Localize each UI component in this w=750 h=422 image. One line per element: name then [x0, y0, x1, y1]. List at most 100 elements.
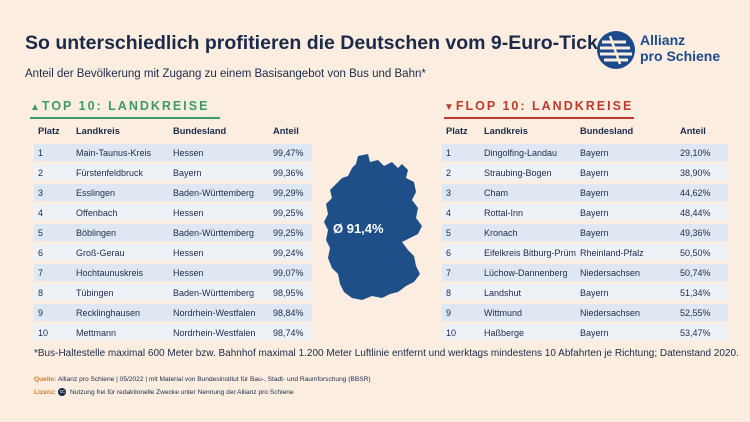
table-row: 10 Haßberge Bayern 53,47% — [442, 324, 728, 341]
cell-bundesland: Baden-Württemberg — [169, 224, 269, 241]
col-header-platz: Platz — [446, 126, 468, 136]
cell-landkreis: Haßberge — [480, 324, 577, 341]
cell-anteil: 98,84% — [269, 304, 312, 321]
cell-landkreis: Hochtaunuskreis — [72, 264, 169, 281]
cell-platz: 1 — [34, 144, 72, 161]
table-row: 8 Tübingen Baden-Württemberg 98,95% — [34, 284, 312, 301]
cell-anteil: 53,47% — [676, 324, 728, 341]
cell-landkreis: Dingolfing-Landau — [480, 144, 577, 161]
cell-anteil: 99,36% — [269, 164, 312, 181]
logo-wordmark: Allianz pro Schiene — [640, 32, 720, 64]
cell-bundesland: Bayern — [576, 204, 677, 221]
cell-bundesland: Niedersachsen — [576, 264, 677, 281]
flop-table-title: ▼ FLOP 10: LANDKREISE — [444, 99, 633, 113]
cell-platz: 9 — [34, 304, 72, 321]
cell-platz: 6 — [34, 244, 72, 261]
cell-bundesland: Baden-Württemberg — [169, 184, 269, 201]
logo-mark-icon — [597, 31, 635, 69]
table-row: 7 Lüchow-Dannenberg Niedersachsen 50,74% — [442, 264, 728, 281]
cell-platz: 7 — [442, 264, 480, 281]
cc-icon: cc — [58, 388, 67, 396]
cell-landkreis: Main-Taunus-Kreis — [72, 144, 169, 161]
cell-landkreis: Lüchow-Dannenberg — [480, 264, 577, 281]
cell-bundesland: Nordrhein-Westfalen — [169, 324, 269, 341]
table-header-row: Platz Landkreis Bundesland Anteil — [34, 121, 312, 141]
col-header-anteil: Anteil — [273, 126, 299, 136]
cell-bundesland: Hessen — [169, 204, 269, 221]
cell-anteil: 99,25% — [269, 204, 312, 221]
cell-platz: 3 — [442, 184, 480, 201]
table-row: 3 Esslingen Baden-Württemberg 99,29% — [34, 184, 312, 201]
cell-landkreis: Offenbach — [72, 204, 169, 221]
flop-table-title-text: FLOP 10: LANDKREISE — [455, 99, 634, 113]
table-row: 1 Main-Taunus-Kreis Hessen 99,47% — [34, 144, 312, 161]
cell-platz: 4 — [34, 204, 72, 221]
page-subtitle: Anteil der Bevölkerung mit Zugang zu ein… — [25, 68, 426, 80]
cell-landkreis: Cham — [480, 184, 577, 201]
table-row: 6 Eifelkreis Bitburg-Prüm Rheinland-Pfalz 5… — [442, 244, 728, 261]
cell-platz: 8 — [442, 284, 480, 301]
cell-landkreis: Landshut — [480, 284, 577, 301]
col-header-platz: Platz — [38, 126, 60, 136]
source-label: Quelle: — [34, 376, 57, 383]
cell-platz: 10 — [442, 324, 480, 341]
license-text: Nutzung frei für redaktionelle Zwecke un… — [70, 388, 294, 396]
col-header-bundesland: Bundesland — [173, 126, 227, 136]
cell-bundesland: Rheinland-Pfalz — [576, 244, 677, 261]
cell-bundesland: Hessen — [169, 264, 269, 281]
cell-landkreis: Eifelkreis Bitburg-Prüm — [480, 244, 577, 261]
top-table-title: ▲ TOP 10: LANDKREISE — [30, 99, 209, 113]
cell-platz: 2 — [442, 164, 480, 181]
table-row: 8 Landshut Bayern 51,34% — [442, 284, 728, 301]
table-row: 9 Wittmund Niedersachsen 52,55% — [442, 304, 728, 321]
cell-anteil: 99,25% — [269, 224, 312, 241]
table-row: 6 Groß-Gerau Hessen 99,24% — [34, 244, 312, 261]
flop-table: Platz Landkreis Bundesland Anteil 1 Dingo… — [442, 118, 728, 344]
cell-landkreis: Rottal-Inn — [480, 204, 577, 221]
page-title: So unterschiedlich profitieren die Deuts… — [25, 32, 616, 54]
cell-anteil: 99,47% — [269, 144, 312, 161]
cell-platz: 2 — [34, 164, 72, 181]
col-header-anteil: Anteil — [680, 126, 706, 136]
cell-platz: 8 — [34, 284, 72, 301]
cell-landkreis: Esslingen — [72, 184, 169, 201]
cell-landkreis: Mettmann — [72, 324, 169, 341]
average-label: Ø 91,4% — [333, 221, 384, 236]
cell-bundesland: Hessen — [169, 244, 269, 261]
cell-anteil: 98,74% — [269, 324, 312, 341]
cell-landkreis: Recklinghausen — [72, 304, 169, 321]
col-header-landkreis: Landkreis — [76, 126, 120, 136]
source-text: Allianz pro Schiene | 05/2022 | mit Mate… — [57, 376, 371, 383]
table-row: 10 Mettmann Nordrhein-Westfalen 98,74% — [34, 324, 312, 341]
col-header-landkreis: Landkreis — [484, 126, 528, 136]
table-row: 1 Dingolfing-Landau Bayern 29,10% — [442, 144, 728, 161]
down-triangle-icon: ▼ — [444, 102, 454, 113]
cell-anteil: 38,90% — [676, 164, 728, 181]
cell-bundesland: Bayern — [576, 164, 677, 181]
cell-platz: 3 — [34, 184, 72, 201]
cell-platz: 6 — [442, 244, 480, 261]
cell-anteil: 99,29% — [269, 184, 312, 201]
cell-anteil: 29,10% — [676, 144, 728, 161]
flop-title-underline — [444, 117, 634, 119]
table-row: 3 Cham Bayern 44,62% — [442, 184, 728, 201]
table-row: 4 Rottal-Inn Bayern 48,44% — [442, 204, 728, 221]
cell-bundesland: Hessen — [169, 144, 269, 161]
cell-anteil: 50,50% — [676, 244, 728, 261]
cell-platz: 9 — [442, 304, 480, 321]
table-row: 9 Recklinghausen Nordrhein-Westfalen 98,84% — [34, 304, 312, 321]
table-row: 2 Fürstenfeldbruck Bayern 99,36% — [34, 164, 312, 181]
table-row: 4 Offenbach Hessen 99,25% — [34, 204, 312, 221]
logo-line-2: pro Schiene — [640, 48, 721, 64]
cell-bundesland: Bayern — [169, 164, 269, 181]
cell-landkreis: Böblingen — [72, 224, 169, 241]
top-table-title-text: TOP 10: LANDKREISE — [41, 99, 210, 113]
cell-platz: 7 — [34, 264, 72, 281]
cell-anteil: 52,55% — [676, 304, 728, 321]
cell-landkreis: Fürstenfeldbruck — [72, 164, 169, 181]
cell-anteil: 48,44% — [676, 204, 728, 221]
cell-anteil: 51,34% — [676, 284, 728, 301]
cell-bundesland: Bayern — [576, 144, 677, 161]
cell-anteil: 49,36% — [676, 224, 728, 241]
source-line: Quelle: Allianz pro Schiene | 05/2022 | … — [34, 376, 371, 383]
